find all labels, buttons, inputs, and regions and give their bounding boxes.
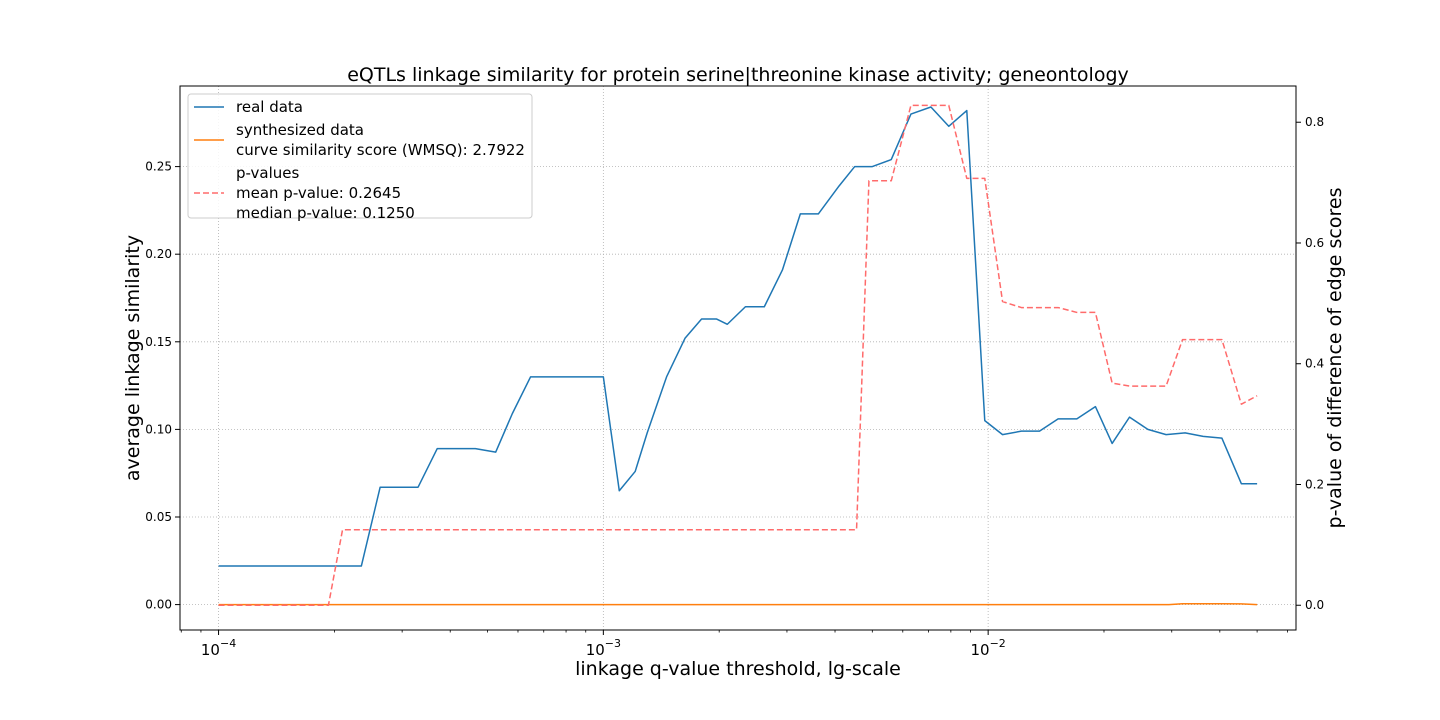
y2-tick-label: 0.4 xyxy=(1305,357,1324,371)
y2-tick-label: 0.0 xyxy=(1305,598,1324,612)
plot-frame xyxy=(179,85,1297,631)
y-tick-label: 0.00 xyxy=(145,598,172,612)
chart-title: eQTLs linkage similarity for protein ser… xyxy=(347,64,1129,86)
legend-box xyxy=(187,93,533,219)
series-line-real-data xyxy=(218,106,1258,567)
y-tick-label: 0.05 xyxy=(145,510,172,524)
y2-tick-label: 0.6 xyxy=(1305,236,1324,250)
x-tick-label: 10−4 xyxy=(201,637,236,659)
y2-tick-label: 0.2 xyxy=(1305,477,1324,491)
legend-entries: real data synthesized data curve similarit… xyxy=(194,98,525,222)
y-tick-label: 0.25 xyxy=(145,160,172,174)
x-tick-label: 10−3 xyxy=(586,637,621,659)
series-line-synthesized-data xyxy=(218,602,1258,606)
legend-text: real data xyxy=(236,98,303,116)
legend-text: synthesized data xyxy=(236,121,364,139)
y-axis-label: average linkage similarity xyxy=(122,235,144,481)
ticks-layer: 10−4 10−3 10−2 0.00 0.05 0.10 0.15 0.20 0.25 0.0 0… xyxy=(145,115,1324,659)
series-layer xyxy=(218,104,1258,606)
x-axis-label: linkage q-value threshold, lg-scale xyxy=(575,658,901,680)
legend-text: median p-value: 0.1250 xyxy=(236,204,415,222)
y-tick-label: 0.10 xyxy=(145,422,172,436)
legend-text: p-values xyxy=(236,164,300,182)
y-tick-label: 0.15 xyxy=(145,335,172,349)
legend: real data synthesized data curve similarit… xyxy=(187,93,533,222)
y2-tick-label: 0.8 xyxy=(1305,115,1324,129)
legend-text: mean p-value: 0.2645 xyxy=(236,184,401,202)
legend-text: curve similarity score (WMSQ): 2.7922 xyxy=(236,141,525,159)
y-tick-label: 0.20 xyxy=(145,247,172,261)
series-line-p-values xyxy=(218,104,1258,606)
x-tick-label: 10−2 xyxy=(970,637,1005,659)
y2-axis-label: p-value of difference of edge scores xyxy=(1324,188,1346,529)
